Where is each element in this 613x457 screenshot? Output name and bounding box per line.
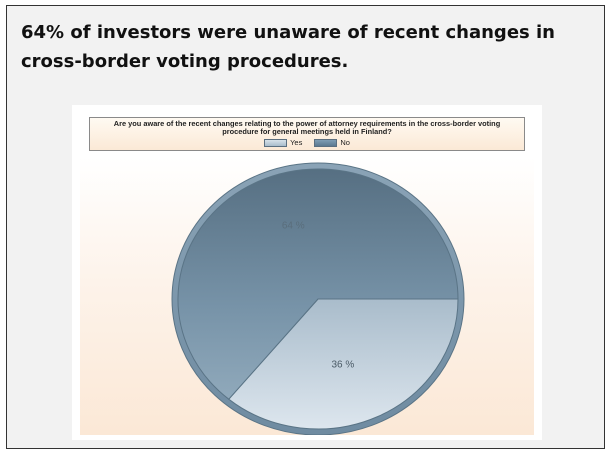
chart-title: Are you aware of the recent changes rela… — [113, 119, 501, 137]
legend-label-no: No — [340, 138, 350, 148]
legend-swatch-yes — [264, 138, 288, 147]
slice-label-yes: 36 % — [332, 360, 355, 371]
headline-line-1: 64% of investors were unaware of recent … — [21, 22, 555, 43]
legend-item-yes: Yes — [264, 138, 302, 147]
chart-title-box: Are you aware of the recent changes rela… — [89, 117, 525, 151]
slide-headline: 64% of investors were unaware of recent … — [21, 18, 591, 76]
legend-label-yes: Yes — [290, 138, 303, 148]
slice-label-no: 64 % — [282, 221, 305, 232]
chart-frame: Are you aware of the recent changes rela… — [72, 105, 542, 440]
headline-line-2: cross-border voting procedures. — [21, 51, 349, 72]
plot-area: 36 % 64 % — [80, 157, 534, 435]
pie-slice-no — [177, 168, 459, 400]
legend-swatch-no — [314, 138, 338, 147]
pie-chart: 36 % 64 % — [171, 162, 465, 435]
legend-item-no: No — [314, 138, 350, 147]
pie-slice-yes — [228, 298, 459, 430]
chart-legend: Yes No — [90, 138, 524, 147]
slide: 64% of investors were unaware of recent … — [6, 5, 605, 449]
